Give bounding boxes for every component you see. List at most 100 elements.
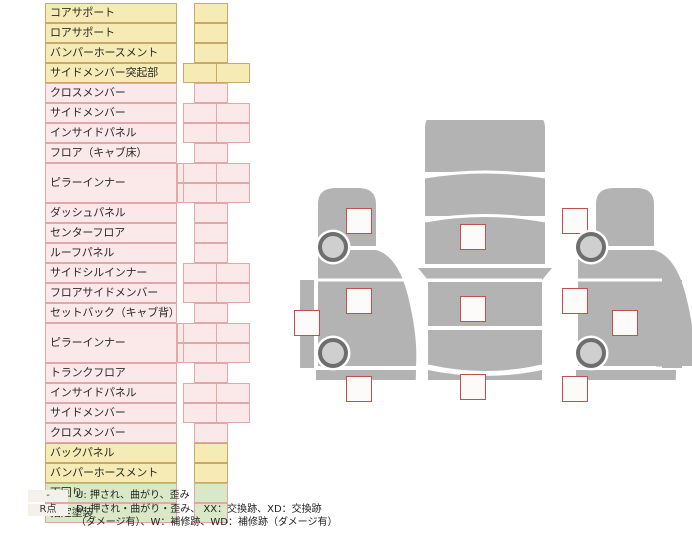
judgement-wrap bbox=[45, 383, 255, 403]
table-row: クロスメンバー bbox=[45, 423, 255, 443]
part-name-cell: インサイドパネル bbox=[45, 123, 177, 143]
legend-key-rpoint: R点 bbox=[28, 503, 68, 516]
judgement-wrap bbox=[45, 43, 255, 63]
part-name-cell: サイドメンバー bbox=[45, 103, 177, 123]
judgement-wrap bbox=[45, 443, 255, 463]
judgement-left[interactable] bbox=[184, 264, 217, 282]
judgement-left[interactable] bbox=[184, 404, 217, 422]
judgement-cell-wide[interactable] bbox=[183, 163, 250, 183]
legend-text-continued: （ダメージ有）、W：補修跡、WD：補修跡（ダメージ有） bbox=[76, 517, 338, 528]
judgement-cell[interactable] bbox=[194, 23, 228, 43]
judgement-wrap bbox=[45, 123, 255, 143]
table-row: ダッシュパネル bbox=[45, 203, 255, 223]
judgement-cell-wide[interactable] bbox=[183, 263, 250, 283]
table-row: ピラーインナーC bbox=[45, 323, 255, 363]
legend-text-d: D: 押され・曲がり・歪み、 XX：交換跡、XD：交換跡 bbox=[76, 503, 322, 515]
judgement-left[interactable] bbox=[184, 64, 217, 82]
judgement-wrap bbox=[45, 203, 255, 223]
judgement-cell-wide[interactable] bbox=[183, 343, 250, 363]
table-row: 指定塗装 bbox=[45, 503, 255, 523]
judgement-right[interactable] bbox=[217, 404, 250, 422]
damage-mark bbox=[562, 376, 588, 402]
part-name-cell: トランクフロア bbox=[45, 363, 177, 383]
judgement-left[interactable] bbox=[184, 184, 217, 202]
judgement-right[interactable] bbox=[217, 264, 250, 282]
judgement-left[interactable] bbox=[184, 324, 217, 342]
judgement-wrap bbox=[45, 243, 255, 263]
judgement-cell[interactable] bbox=[194, 423, 228, 443]
part-name-cell: サイドシルインナー bbox=[45, 263, 177, 283]
judgement-cell[interactable] bbox=[194, 203, 228, 223]
judgement-cell-wide[interactable] bbox=[183, 103, 250, 123]
part-name-cell: クロスメンバー bbox=[45, 423, 177, 443]
judgement-cell-wide[interactable] bbox=[183, 283, 250, 303]
judgement-right[interactable] bbox=[217, 164, 250, 182]
table-row: サイドメンバー bbox=[45, 403, 255, 423]
judgement-right[interactable] bbox=[217, 344, 250, 362]
judgement-wrap bbox=[45, 463, 255, 483]
judgement-cell[interactable] bbox=[194, 463, 228, 483]
judgement-cell-wide[interactable] bbox=[183, 383, 250, 403]
r-point bbox=[318, 232, 348, 262]
part-name-cell: ピラーインナー bbox=[45, 163, 177, 203]
judgement-cell-wide[interactable] bbox=[183, 323, 250, 343]
damage-mark bbox=[346, 376, 372, 402]
judgement-left[interactable] bbox=[184, 284, 217, 302]
judgement-right[interactable] bbox=[217, 64, 250, 82]
judgement-cell[interactable] bbox=[194, 3, 228, 23]
judgement-right[interactable] bbox=[217, 124, 250, 142]
car-body-shapes bbox=[288, 112, 692, 411]
judgement-left[interactable] bbox=[184, 384, 217, 402]
legend-text-u: U: 押され、曲がり、歪み bbox=[76, 490, 190, 501]
judgement-left[interactable] bbox=[184, 124, 217, 142]
damage-mark bbox=[346, 208, 372, 234]
table-row: バンパーホースメント bbox=[45, 463, 255, 483]
damage-mark bbox=[460, 374, 486, 400]
judgement-right[interactable] bbox=[217, 324, 250, 342]
table-row: ルーフパネル bbox=[45, 243, 255, 263]
judgement-cell[interactable] bbox=[194, 243, 228, 263]
judgement-wrap bbox=[45, 323, 255, 343]
judgement-cell-wide[interactable] bbox=[183, 183, 250, 203]
judgement-cell[interactable] bbox=[194, 503, 228, 523]
table-row: センターフロア bbox=[45, 223, 255, 243]
r-point bbox=[318, 338, 348, 368]
table-row: フロアサイドメンバー bbox=[45, 283, 255, 303]
judgement-cell[interactable] bbox=[194, 83, 228, 103]
judgement-wrap bbox=[45, 363, 255, 383]
judgement-left[interactable] bbox=[184, 104, 217, 122]
judgement-right[interactable] bbox=[217, 284, 250, 302]
judgement-right[interactable] bbox=[217, 104, 250, 122]
judgement-wrap bbox=[45, 343, 255, 363]
table-row: 下回り bbox=[45, 483, 255, 503]
judgement-cell-wide[interactable] bbox=[183, 63, 250, 83]
part-name-cell: セットバック（キャブ背） bbox=[45, 303, 180, 323]
judgement-cell[interactable] bbox=[194, 443, 228, 463]
judgement-cell[interactable] bbox=[194, 483, 228, 503]
part-name-cell: フロア（キャブ床） bbox=[45, 143, 177, 163]
judgement-cell[interactable] bbox=[194, 43, 228, 63]
judgement-cell-wide[interactable] bbox=[183, 403, 250, 423]
judgement-cell[interactable] bbox=[194, 303, 228, 323]
judgement-cell[interactable] bbox=[194, 223, 228, 243]
damage-mark bbox=[294, 310, 320, 336]
judgement-cell-wide[interactable] bbox=[183, 123, 250, 143]
part-name-cell: コアサポート bbox=[45, 3, 177, 23]
judgement-right[interactable] bbox=[217, 384, 250, 402]
table-row: コアサポート bbox=[45, 3, 255, 23]
table-row: バンパーホースメント bbox=[45, 43, 255, 63]
damage-mark bbox=[612, 310, 638, 336]
part-name-cell: ルーフパネル bbox=[45, 243, 177, 263]
judgement-cell[interactable] bbox=[194, 363, 228, 383]
judgement-cell[interactable] bbox=[194, 143, 228, 163]
inspection-table: コアサポート ロアサポート バンパーホースメント サイドメンバー突起部 クロスメンバーサ… bbox=[45, 3, 255, 523]
vehicle-diagram-svg bbox=[288, 112, 692, 411]
table-row: サイドメンバー突起部 bbox=[45, 63, 255, 83]
judgement-wrap bbox=[45, 303, 255, 323]
judgement-right[interactable] bbox=[217, 184, 250, 202]
judgement-left[interactable] bbox=[184, 344, 217, 362]
r-point bbox=[576, 338, 606, 368]
table-row: インサイドパネル bbox=[45, 383, 255, 403]
judgement-left[interactable] bbox=[184, 164, 217, 182]
